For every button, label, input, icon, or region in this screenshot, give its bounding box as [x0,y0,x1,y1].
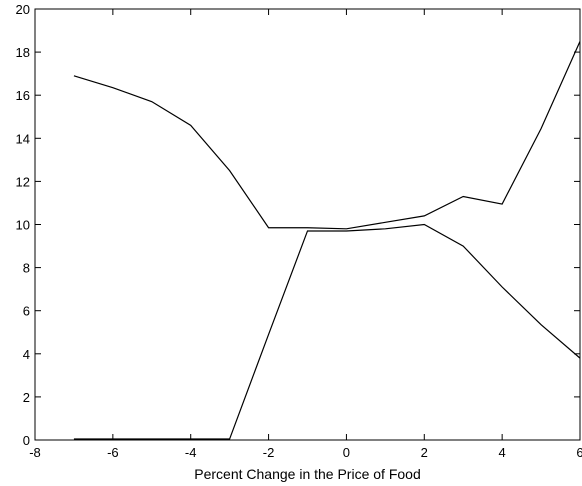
y-tick-label: 20 [16,2,30,17]
y-tick-label: 14 [16,131,30,146]
x-tick-label: 6 [576,445,582,460]
y-tick-label: 0 [23,433,30,448]
y-tick-label: 18 [16,45,30,60]
y-tick-label: 6 [23,304,30,319]
x-tick-label: -4 [185,445,197,460]
y-tick-label: 10 [16,218,30,233]
x-tick-labels: -8 -6 -4 -2 0 2 4 6 [29,445,582,460]
x-tick-label: 0 [343,445,350,460]
plot-frame [34,8,581,441]
series-group [73,41,581,440]
y-tick-label: 2 [23,390,30,405]
x-tick-label: -2 [263,445,275,460]
x-tick-label: -6 [107,445,119,460]
y-tick-label: 16 [16,88,30,103]
x-tick-label: 4 [499,445,506,460]
axis-ticks [34,8,581,441]
x-tick-label: -8 [29,445,41,460]
series-line-2 [73,223,581,440]
x-axis-title: Percent Change in the Price of Food [194,466,420,482]
plot-area [34,8,581,441]
y-tick-label: 8 [23,261,30,276]
y-tick-label: 12 [16,174,30,189]
x-tick-label: 2 [421,445,428,460]
y-tick-labels: 0 2 4 6 8 10 12 14 16 18 20 [16,2,30,448]
series-line-1 [73,41,581,230]
y-tick-label: 4 [23,347,30,362]
